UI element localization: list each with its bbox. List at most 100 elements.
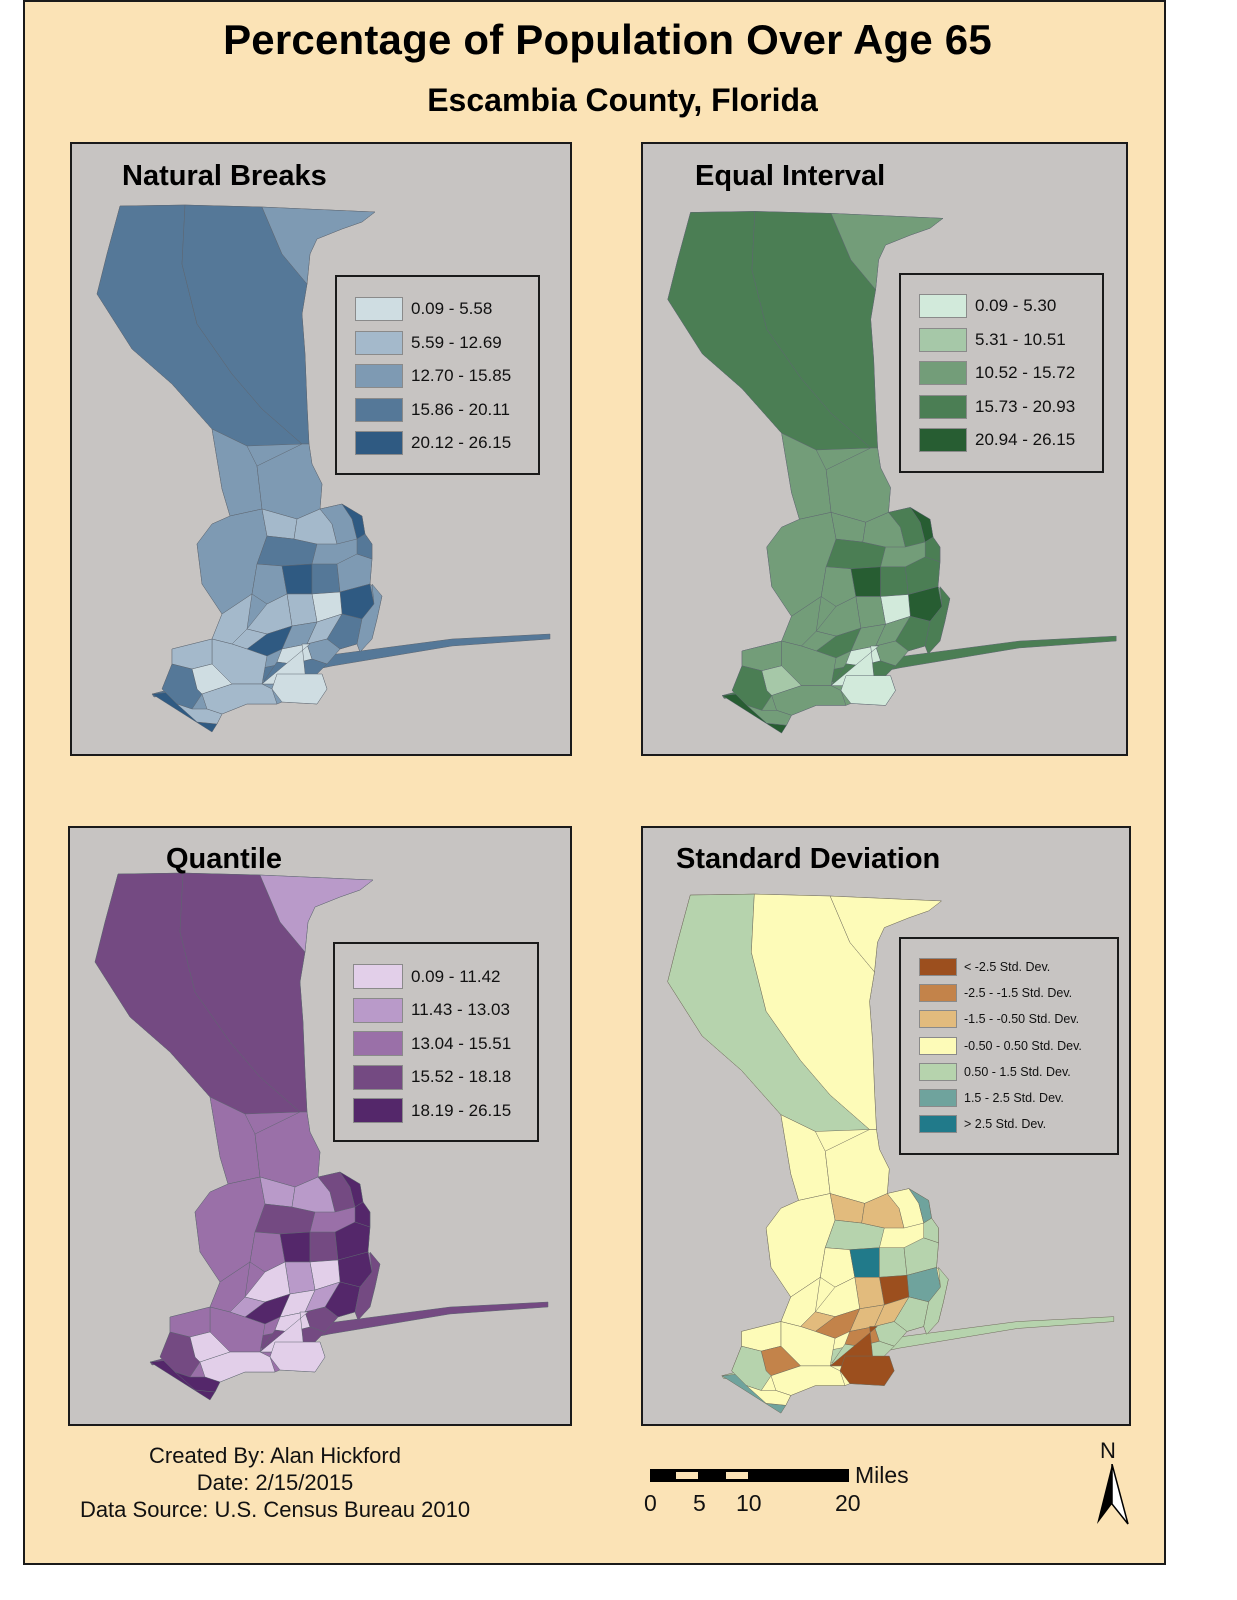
legend-item: < -2.5 Std. Dev. bbox=[919, 958, 1050, 976]
legend-item: 12.70 - 15.85 bbox=[355, 364, 511, 388]
census-tract bbox=[746, 705, 792, 726]
legend-label: 12.70 - 15.85 bbox=[411, 366, 512, 385]
quantile-county-map bbox=[94, 872, 549, 1401]
natural-breaks-legend: 0.09 - 5.58 5.59 - 12.69 12.70 - 15.85 15.8… bbox=[335, 275, 540, 475]
census-tract bbox=[261, 206, 376, 285]
legend-label: 13.04 - 15.51 bbox=[411, 1033, 512, 1053]
legend-label: 18.19 - 26.15 bbox=[411, 1100, 512, 1120]
legend-label: -0.50 - 0.50 Std. Dev. bbox=[964, 1038, 1082, 1053]
census-tract bbox=[161, 663, 203, 710]
equal-interval-title: Equal Interval bbox=[695, 160, 886, 192]
legend-item: 15.73 - 20.93 bbox=[919, 394, 1076, 419]
legend-item: 0.09 - 5.58 bbox=[355, 297, 492, 321]
legend-label: -2.5 - -1.5 Std. Dev. bbox=[964, 986, 1073, 1001]
census-tract bbox=[829, 895, 943, 973]
census-tract bbox=[269, 1341, 326, 1373]
census-tract bbox=[334, 1221, 371, 1261]
legend-label: 0.09 - 5.58 bbox=[411, 299, 493, 318]
census-tract bbox=[169, 1306, 211, 1338]
census-tract bbox=[259, 874, 374, 953]
standard-deviation-title: Standard Deviation bbox=[676, 843, 941, 875]
legend-item: 5.59 - 12.69 bbox=[355, 330, 502, 355]
legend-label: 10.52 - 15.72 bbox=[975, 363, 1076, 382]
census-tract bbox=[336, 553, 373, 593]
legend-swatch bbox=[355, 297, 403, 321]
legend-swatch bbox=[355, 364, 403, 388]
census-tract bbox=[830, 213, 944, 291]
legend-label: > 2.5 Std. Dev. bbox=[964, 1117, 1047, 1132]
legend-label: < -2.5 Std. Dev. bbox=[964, 960, 1051, 974]
legend-swatch bbox=[353, 1064, 403, 1090]
north-arrow: N bbox=[1090, 1438, 1140, 1528]
census-tract bbox=[923, 1217, 939, 1244]
census-tract bbox=[923, 1266, 949, 1335]
county-tracts bbox=[94, 872, 549, 1401]
scale-unit-label: Miles bbox=[855, 1462, 909, 1488]
census-tract bbox=[306, 638, 341, 665]
equal-interval-county-map bbox=[667, 211, 1117, 734]
census-tract bbox=[875, 640, 909, 667]
quantile-map-panel: Quantile 0.09 - 11.42 11.43 - 13.03 13.04 … bbox=[68, 826, 572, 1426]
legend-item: -0.50 - 0.50 Std. Dev. bbox=[919, 1036, 1082, 1055]
legend-swatch bbox=[353, 1031, 403, 1056]
county-tracts bbox=[96, 204, 551, 733]
legend-label: -1.5 - -0.50 Std. Dev. bbox=[964, 1012, 1080, 1027]
legend-label: 5.59 - 12.69 bbox=[411, 332, 502, 352]
date-text: Date: 2/15/2015 bbox=[196, 1470, 354, 1495]
census-tract bbox=[731, 665, 773, 711]
legend-item: > 2.5 Std. Dev. bbox=[919, 1115, 1047, 1134]
census-tract bbox=[879, 1247, 908, 1278]
legend-item: 15.86 - 20.11 bbox=[355, 397, 510, 422]
census-tract bbox=[880, 566, 909, 597]
legend-label: 15.73 - 20.93 bbox=[975, 396, 1076, 416]
census-tract bbox=[271, 673, 328, 705]
legend-item: 0.50 - 1.5 Std. Dev. bbox=[919, 1062, 1071, 1081]
map-title: Percentage of Population Over Age 65 bbox=[223, 16, 992, 63]
legend-swatch bbox=[353, 1098, 403, 1123]
legend-swatch bbox=[919, 1115, 957, 1134]
census-tract bbox=[176, 703, 223, 725]
legend-item: 5.31 - 10.51 bbox=[919, 327, 1066, 352]
census-tract bbox=[840, 675, 896, 706]
legend-item: -1.5 - -0.50 Std. Dev. bbox=[919, 1010, 1080, 1029]
legend-swatch bbox=[919, 428, 967, 452]
county-tracts bbox=[667, 893, 1115, 1414]
north-label: N bbox=[1100, 1438, 1116, 1463]
census-tract bbox=[874, 1321, 908, 1347]
census-tract bbox=[309, 1231, 339, 1263]
legend-item: 10.52 - 15.72 bbox=[919, 361, 1075, 385]
legend-swatch bbox=[355, 330, 403, 355]
legend-label: 0.09 - 5.30 bbox=[975, 296, 1057, 315]
legend-item: 13.04 - 15.51 bbox=[353, 1031, 511, 1056]
north-arrow-icon bbox=[1097, 1464, 1129, 1525]
legend-label: 15.52 - 18.18 bbox=[411, 1067, 512, 1086]
legend-label: 0.50 - 1.5 Std. Dev. bbox=[964, 1064, 1071, 1079]
legend-swatch bbox=[919, 1062, 957, 1081]
legend-item: 20.12 - 26.15 bbox=[355, 431, 511, 455]
census-tract bbox=[159, 1331, 201, 1378]
census-tract bbox=[304, 1306, 339, 1333]
census-tract bbox=[746, 1385, 792, 1406]
natural-breaks-map-panel: Natural Breaks 0.09 - 5.58 5.59 - 12.69 12… bbox=[70, 142, 572, 756]
census-tract bbox=[731, 1345, 772, 1391]
census-tract bbox=[741, 640, 782, 672]
legend-swatch bbox=[919, 1089, 957, 1107]
legend-swatch bbox=[353, 997, 403, 1023]
census-tract bbox=[281, 563, 313, 595]
census-tract bbox=[209, 1261, 251, 1313]
census-tract bbox=[171, 638, 213, 670]
census-tract bbox=[849, 1247, 880, 1278]
natural-breaks-county-map bbox=[96, 204, 551, 733]
legend-label: 20.94 - 26.15 bbox=[975, 430, 1076, 449]
map-subtitle: Escambia County, Florida bbox=[427, 82, 818, 118]
legend-item: 0.09 - 11.42 bbox=[353, 964, 500, 989]
legend-swatch bbox=[353, 964, 403, 989]
equal-interval-map-panel: Equal Interval 0.09 - 5.30 5.31 - 10.51 10… bbox=[641, 142, 1128, 756]
census-tract bbox=[279, 1231, 311, 1263]
equal-interval-legend: 0.09 - 5.30 5.31 - 10.51 10.52 - 15.72 15.7… bbox=[899, 273, 1104, 473]
data-source-text: Data Source: U.S. Census Bureau 2010 bbox=[79, 1497, 471, 1522]
census-tract bbox=[905, 556, 941, 595]
legend-item: 11.43 - 13.03 bbox=[353, 997, 510, 1023]
created-by-text: Created By: Alan Hickford bbox=[149, 1443, 401, 1468]
census-tract bbox=[850, 566, 881, 597]
